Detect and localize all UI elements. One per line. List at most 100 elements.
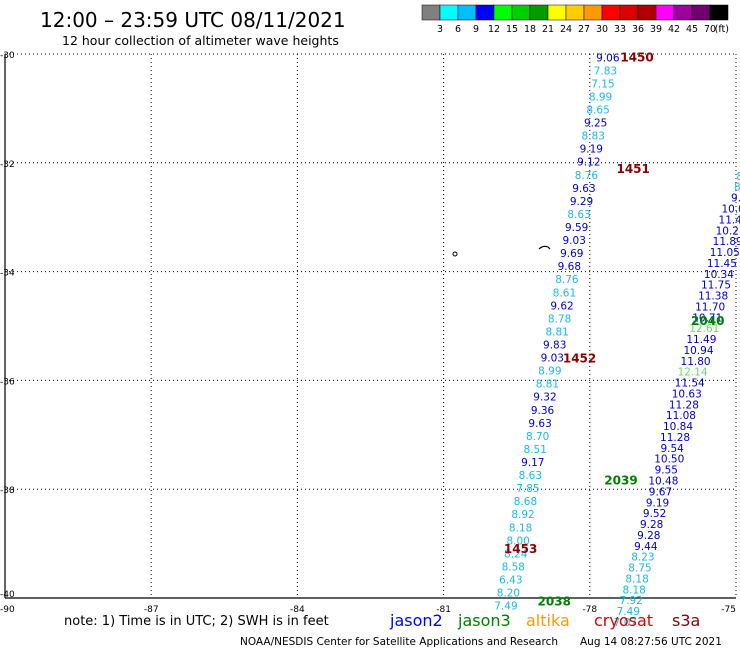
satellite-legend-entry: altika: [526, 611, 570, 630]
pass-time-label: 2038: [538, 595, 571, 609]
colorbar-unit: (ft): [715, 24, 729, 35]
swh-point-label: 11.89: [713, 236, 740, 248]
swh-point-label: 11.28: [669, 399, 699, 411]
colorbar-swatch: [637, 4, 657, 21]
chart-subtitle: 12 hour collection of altimeter wave hei…: [62, 33, 339, 48]
island-mark: [452, 251, 458, 257]
swh-point-label: 6.43: [499, 575, 522, 587]
satellite-legend-entry: s3a: [672, 611, 700, 630]
colorbar-label: 6: [455, 24, 461, 35]
pass-time-label: 1453: [504, 542, 537, 556]
colorbar-label: 18: [524, 24, 536, 35]
y-tick-label: -38: [0, 486, 15, 496]
swh-point-label: 11.08: [666, 410, 696, 422]
coastline-marks: [452, 245, 551, 257]
colorbar-swatch: [655, 4, 675, 21]
swh-point-label: 9.55: [655, 465, 678, 477]
swh-point-label: 9.54: [660, 443, 684, 455]
swh-point-label: 8.83: [582, 131, 605, 143]
swh-point-label: 11.05: [710, 247, 740, 259]
colorbar-label: 27: [578, 24, 590, 35]
swh-point-label: 12.14: [678, 367, 708, 379]
y-tick-label: -30: [0, 51, 15, 61]
y-tick-label: -34: [0, 269, 15, 279]
swh-point-label: 8.75: [628, 563, 651, 575]
swh-point-label: 9.32: [533, 392, 556, 404]
colorbar-swatch: [457, 4, 477, 21]
colorbar-swatch: [673, 4, 693, 21]
colorbar-swatch: [709, 4, 729, 21]
swh-point-label: 8.76: [555, 274, 579, 286]
swh-point-label: 9.06: [596, 52, 620, 64]
swh-point-label: 8.63: [519, 470, 542, 482]
swh-point-label: 9.19: [580, 144, 603, 156]
swh-point-label: 8.63: [567, 209, 590, 221]
swh-point-label: 9.28: [640, 519, 663, 531]
x-tick-label: -78: [582, 605, 597, 615]
swh-point-label: 7.15: [591, 78, 614, 90]
swh-point-label: 8.23: [631, 552, 654, 564]
swh-point-label: 9.83: [543, 339, 566, 351]
swh-point-label: 8.8: [736, 171, 740, 183]
axis-tick-labels: -90 -87 -84 -81 -78 -75 -30 -32 -34 -36 -38 -40: [0, 51, 736, 615]
y-tick-label: -40: [0, 590, 15, 600]
swh-point-label: 11.54: [675, 378, 705, 390]
colorbar-swatch: [439, 4, 459, 21]
colorbar-swatch: [421, 4, 441, 21]
colorbar-label: 9: [473, 24, 479, 35]
colorbar-label: 12: [488, 24, 500, 35]
colorbar-swatch: [583, 4, 603, 21]
swh-point-label: 9.62: [550, 300, 573, 312]
swh-point-label: 8.58: [502, 561, 525, 573]
swh-point-label: 11.38: [698, 291, 728, 303]
pass-time-label: 1451: [616, 162, 649, 176]
pass-time-label: 2040: [691, 314, 724, 328]
swh-point-label: 9.19: [646, 497, 669, 509]
footer-credit: NOAA/NESDIS Center for Satellite Applica…: [240, 636, 558, 648]
colorbar-swatch: [547, 4, 567, 21]
swh-point-label: 8.8: [734, 182, 740, 194]
swh-point-label: 11.48: [719, 214, 740, 226]
pass-time-label: 1450: [620, 51, 653, 65]
color-scale-bar: 3 6 9 12 15 18 21 24 27 30 33 36 39 42 45 70(ft): [421, 4, 729, 35]
colorbar-label: 30: [596, 24, 608, 35]
swh-point-label: 8.81: [536, 379, 559, 391]
x-tick-label: -84: [290, 605, 305, 615]
colorbar-label: 21: [542, 24, 554, 35]
swh-point-label: 9.36: [531, 405, 555, 417]
pass-time-label: 2039: [604, 473, 637, 487]
swh-point-label: 7.85: [516, 483, 539, 495]
colorbar-label: 39: [650, 24, 662, 35]
swh-point-label: 10.27: [716, 225, 740, 237]
colorbar-label: 24: [560, 24, 572, 35]
swh-data-points: 9.067.837.158.998.659.258.839.199.128.76…: [494, 52, 740, 629]
colorbar-swatch: [619, 4, 639, 21]
swh-point-label: 9.68: [558, 261, 581, 273]
swh-point-label: 9.44: [634, 541, 658, 553]
swh-point-label: 12.61: [689, 323, 719, 335]
colorbar-label: 15: [506, 24, 518, 35]
swh-point-label: 8.61: [553, 287, 576, 299]
satellite-legend: jason2 jason3 altika cryosat s3a: [389, 611, 700, 630]
satellite-legend-entry: cryosat: [594, 611, 653, 630]
swh-point-label: 9.12: [577, 157, 600, 169]
swh-point-label: 9.29: [570, 196, 593, 208]
swh-point-label: 10.34: [704, 269, 734, 281]
swh-point-label: 7.83: [594, 65, 617, 77]
swh-point-label: 9.69: [560, 248, 583, 260]
colorbar-swatch: [565, 4, 585, 21]
colorbar-label: 33: [614, 24, 626, 35]
swh-point-label: 8.18: [625, 573, 648, 585]
swh-point-label: 11.75: [701, 280, 731, 292]
island-mark: [538, 245, 551, 250]
swh-point-label: 9.25: [584, 118, 607, 130]
swh-point-label: 8.81: [545, 326, 568, 338]
swh-point-label: 8.99: [589, 91, 612, 103]
x-tick-label: -90: [0, 605, 15, 615]
swh-point-label: 8.18: [622, 584, 645, 596]
colorbar-label: 36: [632, 24, 644, 35]
swh-point-label: 10.84: [663, 421, 693, 433]
swh-point-label: 11.28: [660, 432, 690, 444]
swh-point-label: 9.52: [643, 508, 666, 520]
